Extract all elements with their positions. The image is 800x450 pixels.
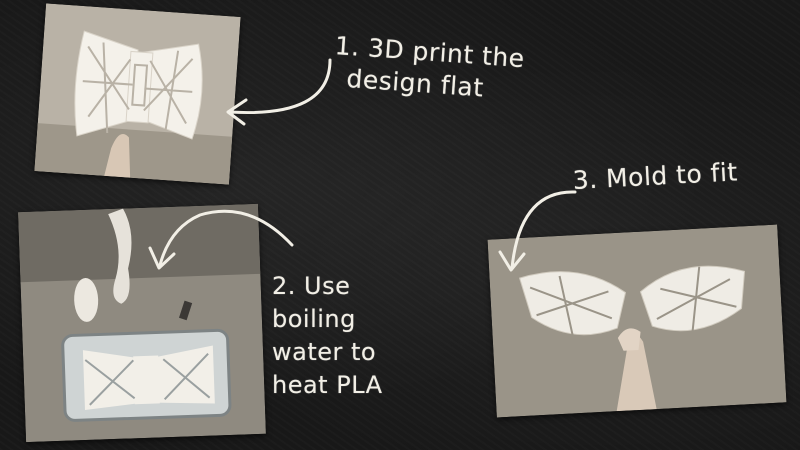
photo-flat-print — [34, 3, 241, 185]
step2-line2: boiling — [272, 305, 356, 333]
step2-caption: 2. Use boiling water to heat PLA — [272, 270, 383, 402]
step1-caption: 1. 3D print the design flat — [332, 30, 526, 107]
step2-line1: 2. Use — [272, 272, 351, 300]
photo-boiling-water — [18, 203, 266, 443]
photo-mold-to-fit — [487, 224, 787, 418]
step2-line3: water to — [272, 338, 377, 366]
step2-line4: heat PLA — [272, 371, 383, 399]
